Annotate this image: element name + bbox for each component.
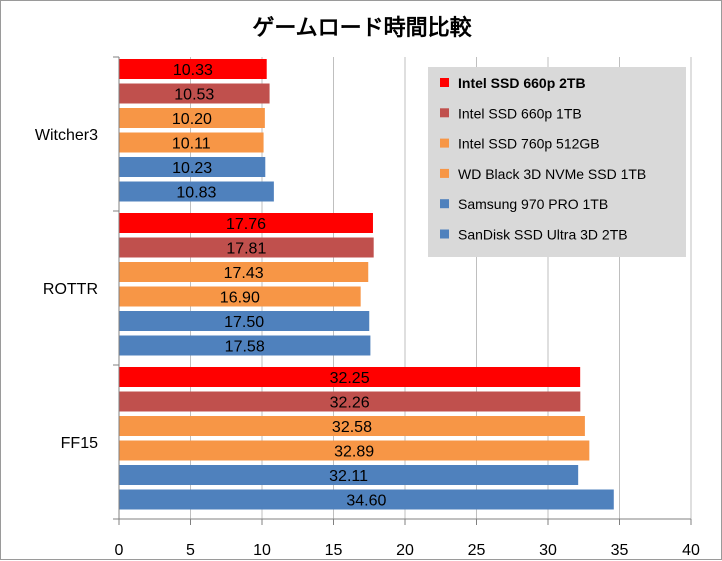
bar-value-label: 32.89 bbox=[334, 444, 374, 461]
bar bbox=[119, 335, 371, 356]
x-tick-label: 40 bbox=[682, 542, 700, 559]
bar bbox=[119, 262, 369, 282]
bar-value-label: 17.50 bbox=[224, 314, 264, 331]
category-label: FF15 bbox=[61, 435, 98, 452]
bar bbox=[119, 213, 373, 233]
bar-value-label: 10.20 bbox=[172, 111, 212, 128]
legend-swatch bbox=[440, 229, 449, 239]
bar bbox=[119, 59, 267, 79]
bar bbox=[119, 157, 266, 177]
bar-value-label: 16.90 bbox=[220, 290, 260, 307]
legend-box bbox=[428, 67, 686, 257]
bar-value-label: 10.11 bbox=[172, 136, 211, 153]
bar-value-label: 32.11 bbox=[329, 468, 368, 485]
bar-value-label: 10.33 bbox=[173, 62, 213, 79]
legend-entry: Intel SSD 660p 2TB bbox=[458, 75, 586, 91]
legend-entry: Intel SSD 660p 1TB bbox=[458, 105, 582, 121]
bar-value-label: 17.43 bbox=[224, 265, 264, 282]
axes: 0 5 10 15 20 25 30 35 40 Witcher3 ROTTR FF15 bbox=[35, 56, 700, 559]
bar-value-label: 10.83 bbox=[176, 185, 216, 202]
legend: Intel SSD 660p 2TB Intel SSD 660p 1TB Inte… bbox=[428, 67, 686, 257]
bar-value-label: 17.76 bbox=[226, 216, 266, 233]
x-tick-label: 15 bbox=[325, 542, 343, 559]
bar bbox=[119, 416, 585, 436]
legend-entry: SanDisk SSD Ultra 3D 2TB bbox=[458, 227, 628, 243]
x-tick-label: 25 bbox=[468, 542, 486, 559]
category-label: ROTTR bbox=[43, 281, 98, 298]
legend-entry: WD Black 3D NVMe SSD 1TB bbox=[458, 166, 646, 182]
bar bbox=[119, 83, 270, 104]
bar-value-label: 34.60 bbox=[346, 493, 386, 510]
bar-value-label: 32.25 bbox=[330, 370, 370, 387]
bar bbox=[119, 286, 361, 307]
bar-value-label: 17.81 bbox=[226, 241, 266, 258]
x-tick-label: 35 bbox=[611, 542, 629, 559]
bar bbox=[119, 237, 374, 258]
bar-value-label: 10.53 bbox=[174, 87, 214, 104]
bar bbox=[119, 489, 614, 510]
bar bbox=[119, 132, 264, 153]
x-tick-label: 0 bbox=[115, 542, 124, 559]
legend-swatch bbox=[440, 199, 449, 209]
bar bbox=[119, 181, 274, 202]
bar-value-label: 32.26 bbox=[330, 395, 370, 412]
bar bbox=[119, 440, 590, 461]
bar bbox=[119, 108, 265, 128]
bar bbox=[119, 367, 581, 387]
bar-value-label: 32.58 bbox=[332, 419, 372, 436]
legend-swatch bbox=[440, 108, 449, 118]
bar-value-label: 10.23 bbox=[172, 160, 212, 177]
bar bbox=[119, 465, 579, 485]
category-label: Witcher3 bbox=[35, 127, 98, 144]
chart-title: ゲームロード時間比較 bbox=[252, 15, 472, 41]
legend-swatch bbox=[440, 138, 449, 148]
x-tick-label: 30 bbox=[539, 542, 557, 559]
bars bbox=[119, 59, 614, 510]
x-tick-label: 20 bbox=[396, 542, 414, 559]
legend-entry: Intel SSD 760p 512GB bbox=[458, 136, 600, 152]
bar bbox=[119, 311, 370, 331]
bar bbox=[119, 391, 581, 412]
data-labels: 10.33 10.53 10.20 10.11 10.23 10.83 17.76 17.81… bbox=[172, 62, 387, 510]
legend-swatch bbox=[440, 168, 449, 178]
legend-swatch bbox=[440, 78, 449, 87]
legend-entry: Samsung 970 PRO 1TB bbox=[458, 196, 608, 212]
bar-value-label: 17.58 bbox=[225, 339, 265, 356]
x-tick-label: 5 bbox=[186, 542, 195, 559]
x-tick-label: 10 bbox=[253, 542, 271, 559]
